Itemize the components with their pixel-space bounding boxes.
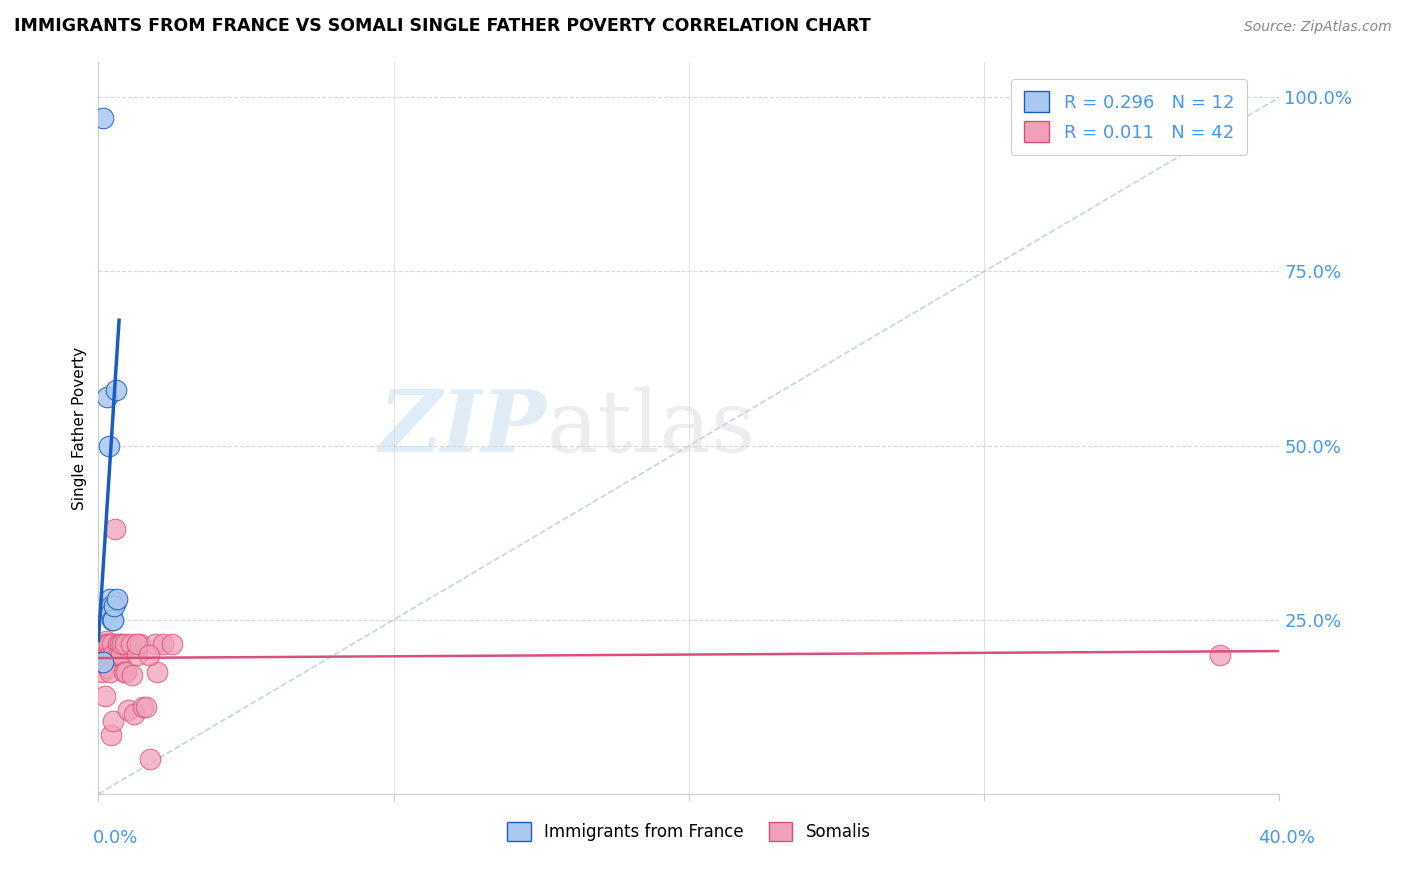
Point (125, 637, 148, 651)
Point (98, 591, 121, 606)
Point (143, 637, 166, 651)
Point (139, 752, 162, 766)
Point (108, 637, 131, 651)
Point (91, 111, 114, 125)
Point (91, 665, 114, 679)
Point (98, 648, 121, 662)
Point (105, 591, 128, 606)
Point (97, 661, 120, 675)
Point (100, 637, 122, 651)
Point (105, 595, 128, 609)
Point (110, 648, 132, 662)
Point (103, 599, 125, 613)
Point (111, 637, 134, 651)
Point (93, 640, 115, 655)
Point (146, 665, 169, 679)
Point (90, 644, 112, 658)
Point (100, 606, 122, 620)
Point (94, 633, 117, 648)
Point (100, 599, 122, 613)
Point (101, 648, 124, 662)
Point (120, 637, 142, 651)
Point (103, 613, 125, 627)
Point (103, 714, 125, 728)
Text: IMMIGRANTS FROM FRANCE VS SOMALI SINGLE FATHER POVERTY CORRELATION CHART: IMMIGRANTS FROM FRANCE VS SOMALI SINGLE … (14, 17, 870, 35)
Point (115, 665, 138, 679)
Point (152, 637, 174, 651)
Point (128, 637, 150, 651)
Text: 40.0%: 40.0% (1258, 829, 1315, 847)
Point (114, 637, 136, 651)
Point (97, 637, 120, 651)
Point (94, 690, 117, 704)
Point (122, 706, 145, 721)
Point (97, 439, 120, 453)
Text: 0.0%: 0.0% (93, 829, 138, 847)
Text: Source: ZipAtlas.com: Source: ZipAtlas.com (1244, 21, 1392, 34)
Point (117, 703, 139, 717)
Point (101, 613, 124, 627)
Point (138, 648, 160, 662)
Point (98, 665, 121, 679)
Point (121, 668, 143, 682)
Point (107, 637, 129, 651)
Point (105, 383, 128, 397)
Point (162, 637, 183, 651)
Point (132, 699, 155, 714)
Text: atlas: atlas (547, 386, 756, 470)
Point (96, 637, 118, 651)
Point (91, 655, 114, 669)
Point (1209, 648, 1232, 662)
Point (96, 390, 118, 404)
Point (135, 699, 157, 714)
Legend: Immigrants from France, Somalis: Immigrants from France, Somalis (501, 815, 877, 847)
Point (100, 728, 122, 742)
Text: ZIP: ZIP (380, 386, 547, 470)
Point (96, 651, 118, 665)
Point (125, 648, 148, 662)
Point (107, 648, 129, 662)
Y-axis label: Single Father Poverty: Single Father Poverty (72, 347, 87, 509)
Point (112, 665, 135, 679)
Point (93, 637, 115, 651)
Point (104, 522, 127, 536)
